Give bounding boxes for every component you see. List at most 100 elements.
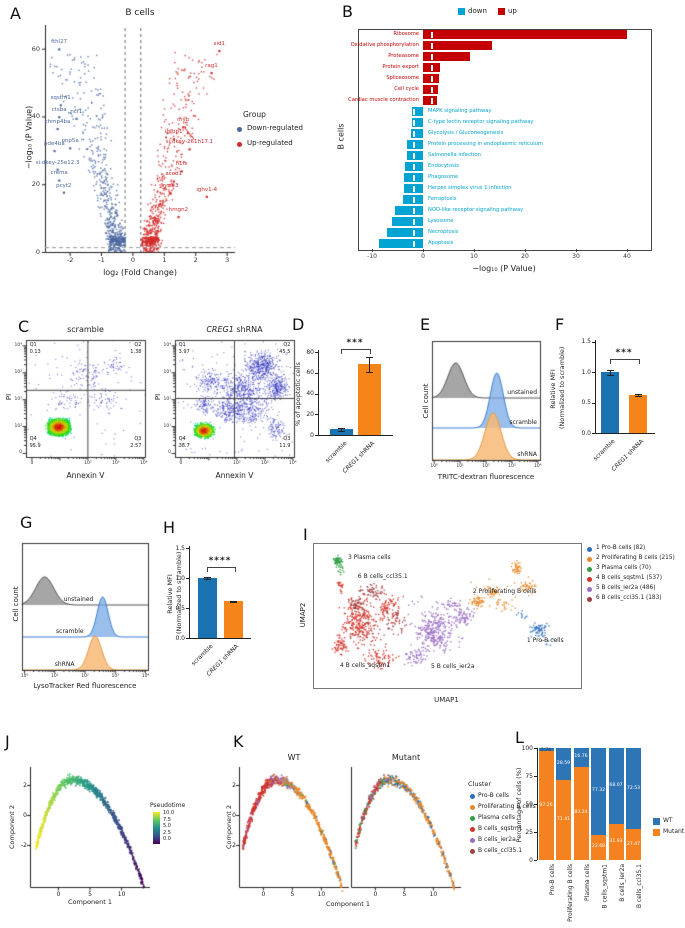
xcat-label-0: scramble <box>592 438 617 463</box>
pathway-bar-up-6 <box>423 96 438 105</box>
panel-h: H Relative MFI (Normalized to scramble) … <box>158 510 288 710</box>
gene-label-up-7: nme3 <box>162 183 179 190</box>
ytick-label-0: 0 <box>310 431 314 439</box>
l-cat-label-1: Proliferating B cells <box>566 864 574 922</box>
pathway-xtick-4: 30 <box>572 253 580 260</box>
pathway-bar-down-8 <box>411 118 423 127</box>
panel-c-label: C <box>18 317 30 336</box>
ytick-mark-2 <box>186 578 189 579</box>
ytick-label-0: 0.0 <box>175 634 185 642</box>
panel-e-label: E <box>420 315 431 334</box>
pathway-label-8: C-type lectin receptor signaling pathway <box>428 119 534 125</box>
pathway-legend-label-0: down <box>468 7 487 15</box>
pt-legend-tick-2: 5.0 <box>163 823 171 830</box>
hist-xtick-1: 10¹ <box>456 464 464 469</box>
flow-scramble-y-label: PI <box>5 393 13 401</box>
cluster-legend-title: Cluster <box>468 780 492 788</box>
flow-scramble-title: scramble <box>67 325 104 334</box>
pathway-label-18: Necroptosis <box>428 229 459 235</box>
pathway-label-5: Cell cycle <box>394 86 419 92</box>
pseudotime-x-axis-label: Component 1 <box>68 898 112 906</box>
umap-legend-dot-1 <box>587 557 592 562</box>
ytick-label-0: 0.0 <box>581 429 591 437</box>
umap-legend-label-2: 3 Plasma cells (70) <box>596 564 651 571</box>
significance-bracket <box>610 359 640 364</box>
pathway-bar-tick-4 <box>431 75 433 82</box>
l-cat-label-0: Pro-B cells <box>549 864 556 896</box>
pathway-xtick-2: 10 <box>470 253 478 260</box>
umap-legend-label-3: 4 B cells_sqstm1 (537) <box>596 574 663 581</box>
l-bar-wt-3 <box>591 748 606 835</box>
cluster-legend-label-2: Plasma cells <box>478 813 515 821</box>
hist-row-label-1: scramble <box>509 419 537 426</box>
l-mutant-value-0: 97.26 <box>539 802 553 808</box>
significance-stars: **** <box>208 556 232 566</box>
pathway-legend-label-1: up <box>508 7 517 15</box>
pt-ytick-0: 2 <box>23 781 27 789</box>
hist-xtick-2: 10² <box>482 464 490 469</box>
quadrant-name-1-0: Q1 <box>178 342 186 349</box>
volcano-y-axis-label: −log₁₀ (P Value) <box>24 105 34 170</box>
panel-k-label: K <box>233 732 244 751</box>
pt-xtick-2: 10 <box>117 891 126 898</box>
flow-xtick-0-0: 0 <box>30 461 34 466</box>
pathway-bar-tick-10 <box>413 141 415 148</box>
l-bar-wt-0 <box>538 748 554 752</box>
l-cat-label-2: Plasma cells <box>584 864 591 901</box>
panel-b-label: B <box>342 2 353 21</box>
ytick-label-3: 60 <box>306 369 314 377</box>
lyso-y-axis-label: Cell count <box>12 586 20 622</box>
flow-shrna-title-gene: CREG1 <box>206 325 234 334</box>
hist-xtick-0: 10⁰ <box>20 674 29 679</box>
volcano-legend-dot-1 <box>237 142 242 147</box>
pt-xtick-1: 5 <box>88 891 92 898</box>
y-axis-line <box>318 350 319 435</box>
quadrant-name-1-3: Q4 <box>178 435 186 442</box>
flow-shrna-x-label: Annexin V <box>215 471 254 480</box>
ytick-mark-0 <box>315 435 318 436</box>
volcano-legend-dot-0 <box>237 127 242 132</box>
traj-ytick-1: 0 <box>232 811 236 819</box>
l-bar-mutant-2 <box>573 766 589 860</box>
ytick-mark-2 <box>592 372 595 374</box>
ytick-mark-4 <box>315 352 318 353</box>
umap-cluster-label-4: 4 B cells_sqstm1 <box>339 661 391 669</box>
panel-g-label: G <box>20 513 33 532</box>
panel-d-label: D <box>292 315 305 334</box>
pathway-bar-down-18 <box>386 228 423 237</box>
umap-cluster-label-0: 3 Plasma cells <box>347 553 391 561</box>
panel-g: G Cell count LysoTracker Red fluorescenc… <box>12 510 185 710</box>
cluster-legend-dot-4 <box>470 838 475 843</box>
pathway-xtick-mark-3 <box>525 249 526 252</box>
pathway-bar-tick-1 <box>431 42 433 49</box>
errorbar-capbot-1 <box>634 395 642 397</box>
volcano-ytick-3: 60 <box>31 44 40 53</box>
gene-label-up-5: h1fx <box>175 161 188 168</box>
pathway-bar-down-19 <box>379 239 423 248</box>
quadrant-value-1-3: 38.7 <box>178 442 190 449</box>
l-wt-value-5: 72.53 <box>626 785 641 791</box>
quadrant-name-0-0: Q1 <box>29 342 37 349</box>
hist-xtick-4: 10⁴ <box>534 464 542 469</box>
flow-xtick-0-2: 10³ <box>112 461 120 466</box>
l-cat-label-3: B cells_sqstm1 <box>601 864 609 909</box>
pt-ytick-1: 0 <box>23 811 27 819</box>
ytick-mark-3 <box>592 341 595 343</box>
ytick-label-3: 1.5 <box>581 338 591 346</box>
flow-xtick-1-2: 10³ <box>261 461 269 466</box>
panel-b: B B cells −log₁₀ (P Value) Ribosome Oxida… <box>330 0 685 300</box>
l-bar-wt-4 <box>608 748 624 825</box>
ytick-label-2: 40 <box>306 390 314 397</box>
ytick-label-1: 20 <box>306 410 314 418</box>
umap-plot-box <box>313 543 582 689</box>
flow-ytick-1-1: 10³ <box>163 369 171 375</box>
gene-label-up-0: sid1 <box>213 41 225 48</box>
flow-ytick-1-3: 10¹ <box>163 423 171 429</box>
volcano-xtick-4: 2 <box>193 256 198 264</box>
pathway-plot-box <box>358 29 652 251</box>
pathway-x-axis-label: −log₁₀ (P Value) <box>472 264 536 273</box>
trajectory-facets-canvas <box>225 722 515 928</box>
traj-ytick-2: -2 <box>230 841 236 849</box>
pathway-label-10: Protein processing in endoplasmic reticu… <box>428 141 543 147</box>
l-ytick-label-4: 100 <box>521 744 533 752</box>
